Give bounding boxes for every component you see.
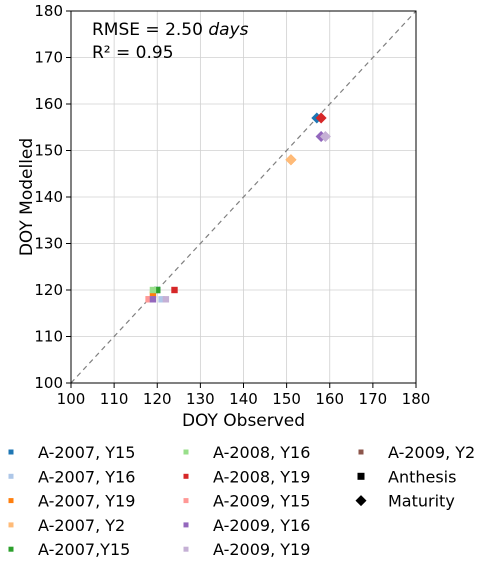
x-tick-label: 110 (100, 390, 129, 408)
x-tick-label: 100 (57, 390, 86, 408)
legend-marker (8, 449, 14, 455)
one-to-one-line (70, 10, 417, 384)
legend-label: A-2009, Y19 (213, 540, 310, 559)
x-tick-label: 150 (272, 390, 301, 408)
rmse-unit: days (208, 20, 248, 40)
legend-label: A-2007,Y15 (38, 540, 130, 559)
y-tick-label: 110 (34, 328, 63, 346)
rmse-text: RMSE = 2.50 (92, 20, 208, 40)
maturity-point (319, 131, 331, 143)
y-tick-label: 150 (34, 142, 63, 160)
legend-label: A-2007, Y19 (38, 492, 135, 511)
legend-label: A-2007, Y16 (38, 467, 135, 486)
anthesis-point (154, 286, 161, 294)
data-points (145, 112, 331, 303)
legend-marker (183, 498, 189, 504)
anthesis-point (158, 296, 165, 303)
legend-marker (357, 472, 365, 480)
y-tick-label: 180 (34, 2, 63, 20)
x-tick-label: 120 (143, 390, 172, 408)
legend-marker (183, 449, 189, 455)
legend-label: Anthesis (388, 467, 456, 486)
legend-marker-diamond (355, 495, 367, 507)
legend-label: A-2007, Y2 (38, 516, 125, 535)
maturity-point (315, 112, 327, 124)
x-tick-label: 130 (186, 390, 215, 408)
anthesis-point (149, 291, 157, 298)
legend-label: A-2007, Y15 (38, 443, 135, 462)
y-tick-label: 100 (34, 374, 63, 392)
legend-label: Maturity (388, 492, 455, 511)
legend: A-2007, Y15 A-2007, Y16 A-2007, Y19 A-2007,… (8, 443, 475, 559)
rmse-annotation: RMSE = 2.50 days (92, 20, 249, 40)
r2-annotation: R² = 0.95 (92, 43, 174, 63)
legend-label: A-2008, Y19 (213, 467, 310, 486)
legend-marker (8, 546, 14, 552)
anthesis-point (171, 286, 178, 294)
y-tick-label: 160 (34, 95, 63, 113)
x-axis-title: DOY Observed (182, 411, 305, 431)
y-tick-label: 140 (34, 188, 63, 206)
x-tick-label: 160 (315, 390, 344, 408)
legend-label: A-2008, Y16 (213, 443, 310, 462)
legend-label: A-2009, Y16 (213, 516, 310, 535)
legend-marker (8, 522, 14, 528)
axis-ticks: 100 110 120 130 140 150 160 170 180 100 110 120 130 1… (34, 2, 430, 408)
anthesis-point (149, 286, 157, 294)
maturity-point (285, 154, 297, 166)
anthesis-point (145, 296, 152, 303)
x-tick-label: 170 (359, 390, 388, 408)
x-tick-label: 140 (229, 390, 258, 408)
legend-marker (183, 546, 189, 552)
y-tick-label: 120 (34, 281, 63, 299)
anthesis-point (162, 296, 170, 303)
legend-marker (358, 449, 364, 455)
x-tick-label: 180 (402, 390, 431, 408)
legend-marker (183, 473, 189, 479)
legend-label: A-2009, Y15 (213, 492, 310, 511)
legend-label: A-2009, Y2 (388, 443, 475, 462)
anthesis-point (149, 296, 157, 303)
y-axis-title: DOY Modelled (17, 138, 37, 256)
legend-marker (8, 498, 14, 504)
y-tick-label: 130 (34, 235, 63, 253)
legend-marker (8, 473, 14, 479)
y-tick-label: 170 (34, 49, 63, 67)
legend-marker (183, 522, 189, 528)
